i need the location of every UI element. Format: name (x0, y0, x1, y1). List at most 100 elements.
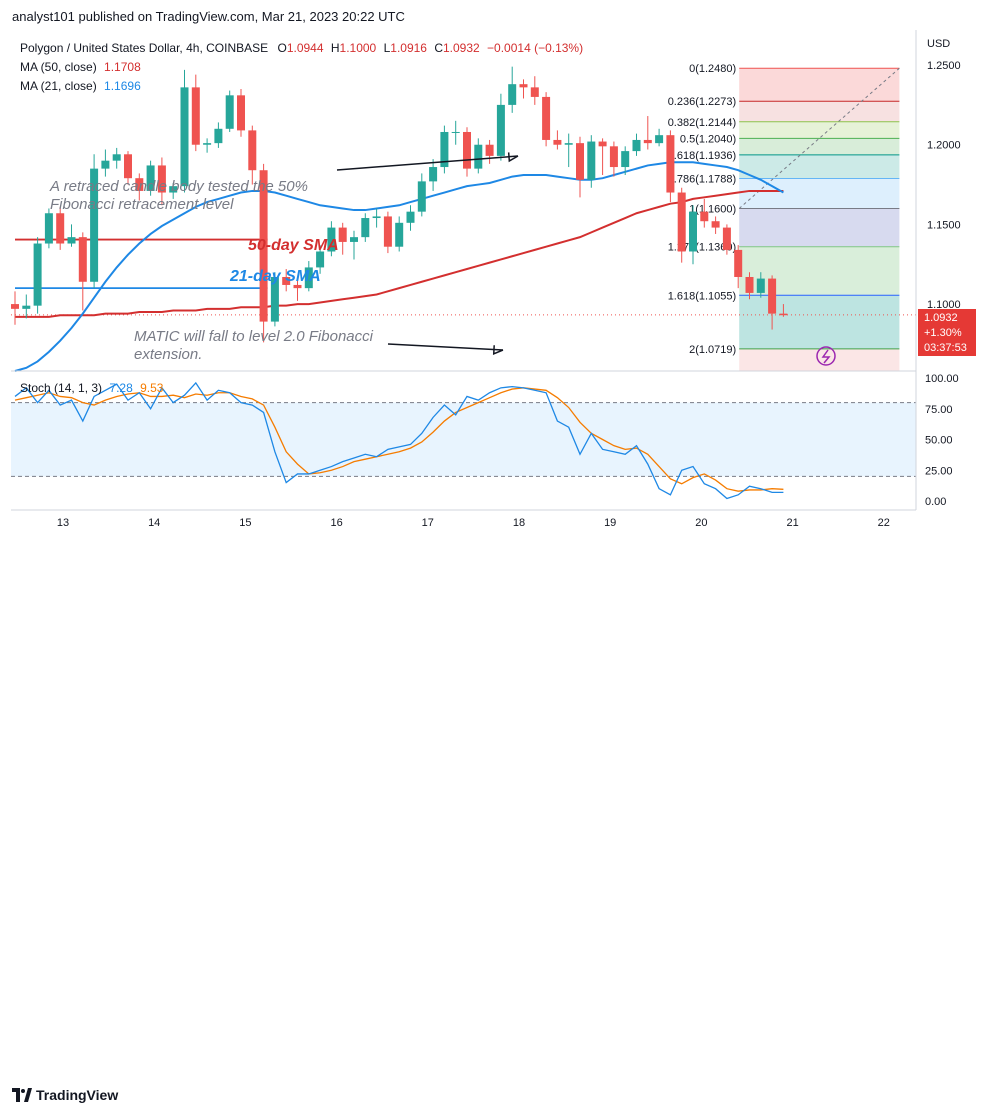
footer: TradingView (0, 540, 995, 1103)
candle-body (711, 221, 720, 228)
candle-body (361, 218, 370, 238)
price-tick-label: 1.1000 (927, 299, 961, 311)
candle-body (395, 222, 404, 247)
stoch-label: Stoch (14, 1, 3) (20, 381, 103, 395)
time-tick-label: 19 (604, 517, 616, 529)
change-value: −0.0014 (−0.13%) (487, 41, 584, 55)
candle-body (655, 135, 664, 144)
fib-level-label: 0.382(1.2144) (668, 117, 737, 129)
low-value: 1.0916 (390, 41, 427, 55)
annotation-sma21: 21-day SMA (229, 268, 321, 285)
candle-body (327, 227, 336, 252)
ma50-line (15, 189, 784, 318)
candle-body (270, 276, 279, 322)
lightning-icon-bolt (821, 349, 831, 364)
candle-body (248, 130, 257, 171)
candle-body (587, 141, 596, 180)
candle-body (22, 305, 31, 309)
candle-body (440, 131, 449, 168)
price-tick-label: 1.2500 (927, 60, 961, 72)
fib-level-label: 0.5(1.2040) (680, 133, 736, 145)
tradingview-logo-icon (12, 1088, 32, 1102)
symbol-row: Polygon / United States Dollar, 4h, COIN… (20, 39, 583, 58)
stoch-legend[interactable]: Stoch (14, 1, 3) 7.28 9.53 (20, 381, 163, 395)
candle-body (553, 139, 562, 145)
candle-body (78, 237, 87, 282)
candle-body (474, 144, 483, 169)
tradingview-logo[interactable]: TradingView (12, 1087, 118, 1103)
last-change: +1.30% (924, 327, 962, 339)
candle-body (722, 227, 731, 250)
candle-body (429, 167, 438, 182)
candle-body (779, 313, 788, 316)
fib-zone (739, 246, 900, 296)
last-price: 1.0932 (924, 312, 958, 324)
arrow-retrace (336, 155, 519, 171)
close-label: C (434, 41, 443, 55)
fib-level-label: 0(1.2480) (689, 63, 736, 75)
candle-body (689, 211, 697, 252)
fib-zone (739, 101, 900, 122)
candle-body (180, 87, 189, 187)
fib-level-label: 0.618(1.1936) (668, 150, 737, 162)
fib-zone (739, 208, 900, 247)
stochastic-pane (11, 381, 916, 500)
fib-level-label: 0.786(1.1788) (668, 174, 737, 186)
low-label: L (383, 41, 391, 55)
candle-body (304, 267, 313, 289)
candle-body (530, 87, 539, 97)
stoch-tick-label: 50.00 (925, 435, 953, 447)
ma21-row[interactable]: MA (21, close) 1.1696 (20, 77, 583, 96)
stoch-d-value: 9.53 (140, 381, 164, 395)
candle-body (609, 146, 618, 168)
price-tick-label: 1.2000 (927, 140, 961, 152)
ma50-label: MA (50, close) (20, 60, 97, 74)
open-label: O (277, 41, 287, 55)
stoch-band (11, 402, 916, 477)
candle-body (496, 104, 505, 156)
candle-body (169, 186, 178, 193)
fib-zone (739, 68, 900, 102)
candle-body (259, 170, 268, 322)
annotation-retrace-line1: A retraced candle body tested the 50% (49, 178, 308, 195)
candle-body (542, 96, 551, 140)
brand-name: TradingView (36, 1087, 119, 1103)
candle-body (237, 95, 245, 131)
candle-body (519, 84, 528, 88)
annotation-retrace-line2: Fibonacci retracement level (50, 196, 234, 213)
price-tick-label: 1.1500 (927, 219, 961, 231)
candle-body (338, 227, 347, 242)
candle-body (621, 151, 630, 168)
candle-body (350, 237, 358, 242)
candle-body (203, 143, 212, 145)
last-price-tag: 1.0932 +1.30% 03:37:53 (918, 309, 976, 356)
time-tick-label: 18 (513, 517, 525, 529)
candle-body (157, 165, 166, 193)
candle-body (56, 213, 65, 244)
time-tick-label: 22 (878, 517, 890, 529)
time-tick-label: 17 (422, 517, 434, 529)
arrow-retrace-head (507, 152, 519, 163)
axes: 1.2500 1.2000 1.1500 1.1000 100.00 75.00 50.00… (57, 60, 961, 529)
candle-body (700, 211, 709, 222)
candle-body (67, 237, 76, 244)
candle-body (576, 143, 584, 180)
candle-body (214, 128, 223, 144)
arrow-fall-head (492, 345, 504, 355)
candle-body (112, 154, 121, 161)
moving-averages (14, 161, 784, 372)
chart-legend: Polygon / United States Dollar, 4h, COIN… (20, 39, 583, 96)
time-tick-label: 15 (239, 517, 251, 529)
lightning-icon (816, 346, 836, 366)
candle-body (90, 168, 99, 282)
ma50-row[interactable]: MA (50, close) 1.1708 (20, 58, 583, 77)
currency-label[interactable]: USD (927, 38, 951, 50)
candle-body (33, 243, 42, 306)
candle-body (191, 87, 200, 145)
candle-body (677, 192, 686, 252)
candle-body (293, 284, 302, 289)
fib-zone (739, 348, 900, 371)
annotation-fall-line1: MATIC will fall to level 2.0 Fibonacci (134, 328, 374, 345)
candle-body (135, 178, 144, 191)
symbol-name[interactable]: Polygon / United States Dollar, 4h, COIN… (20, 41, 269, 55)
